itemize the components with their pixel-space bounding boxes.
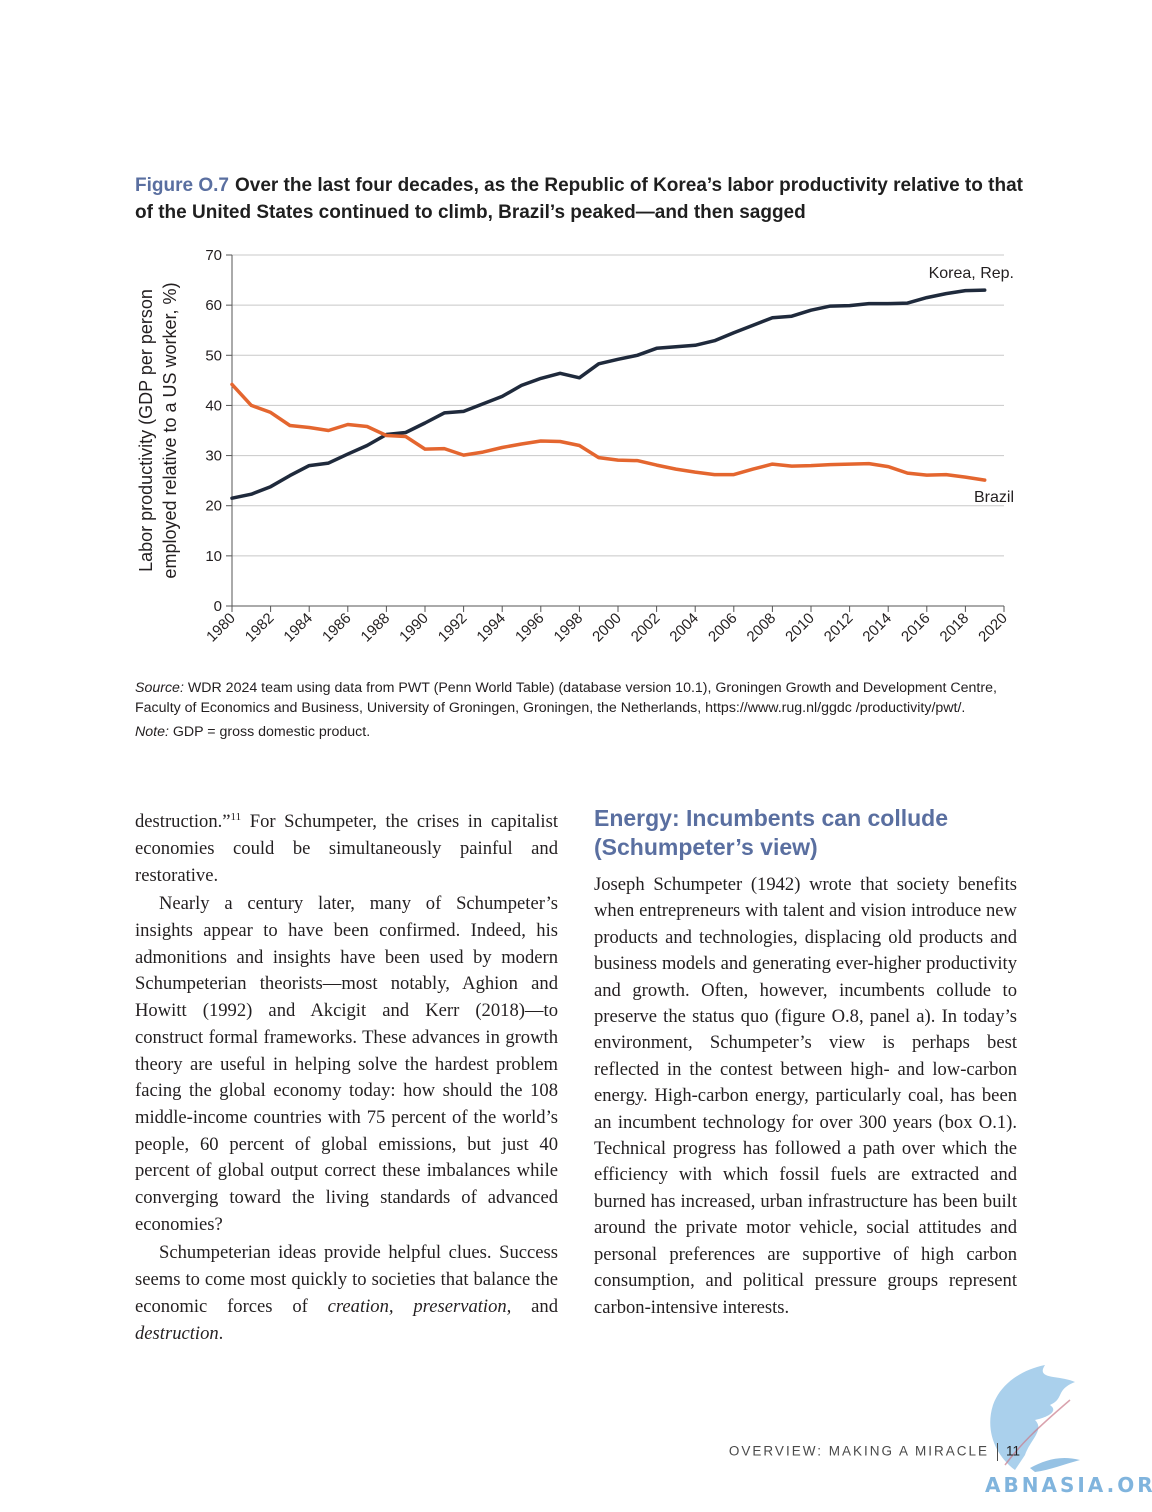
x-tick-label: 2016	[898, 610, 934, 646]
paragraph: Joseph Schumpeter (1942) wrote that soci…	[594, 872, 1017, 1321]
x-tick-label: 2008	[744, 610, 780, 646]
x-tick-labels: 1980 1982 1984 1986 1988 1990 1992 1994 1996 1998…	[203, 610, 1011, 646]
note-text: GDP = gross domestic product.	[169, 724, 370, 740]
chart-series	[232, 290, 985, 498]
x-tick-label: 2006	[705, 610, 741, 646]
footer-divider	[997, 1443, 998, 1461]
series-label: Brazil	[974, 489, 1014, 506]
y-tick-labels: 0 10 20 30 40 50 60 70	[205, 247, 222, 615]
x-tick-label: 1984	[280, 610, 316, 646]
x-tick-label: 2018	[937, 610, 973, 646]
figure-caption: Figure O.7 Over the last four decades, as…	[135, 172, 1025, 226]
y-axis-label-line1: Labor productivity (GDP per person	[136, 289, 156, 572]
emphasis-text: creation,	[328, 1296, 394, 1317]
x-tick-label: 2010	[782, 610, 818, 646]
paragraph: destruction.”11 For Schumpeter, the cris…	[135, 804, 558, 889]
figure-label: Figure O.7	[135, 175, 229, 196]
watermark-text: ABNASIA.ORG	[985, 1473, 1152, 1497]
paragraph-text: destruction.”	[135, 811, 231, 832]
y-axis-label-line2: employed relative to a US worker, %)	[160, 282, 180, 578]
note-label: Note:	[135, 724, 169, 740]
x-tick-label: 1988	[358, 610, 394, 646]
x-tick-label: 2000	[589, 610, 625, 646]
series-line-brazil	[232, 384, 985, 480]
chart-gridlines	[232, 255, 1004, 556]
emphasis-text: preservation,	[413, 1296, 511, 1317]
y-tick-label: 60	[205, 297, 222, 314]
y-tick-label: 0	[214, 598, 222, 615]
x-tick-label: 1990	[396, 610, 432, 646]
x-tick-label: 2014	[859, 610, 895, 646]
page-number: 11	[1006, 1444, 1020, 1459]
running-title: OVERVIEW: MAKING A MIRACLE	[729, 1444, 989, 1459]
section-heading: Energy: Incumbents can collude (Schumpet…	[594, 804, 1017, 862]
x-tick-label: 2012	[821, 610, 857, 646]
x-tick-label: 1986	[319, 610, 355, 646]
figure-title: Over the last four decades, as the Repub…	[135, 175, 1023, 223]
left-column: destruction.”11 For Schumpeter, the cris…	[135, 804, 558, 1349]
x-tick-label: 1982	[242, 610, 278, 646]
x-tick-label: 2020	[975, 610, 1011, 646]
y-tick-label: 30	[205, 448, 222, 465]
paragraph-text: and	[511, 1296, 558, 1317]
footnote-ref[interactable]: 11	[231, 811, 242, 823]
x-tick-label: 1992	[435, 610, 471, 646]
source-text: WDR 2024 team using data from PWT (Penn …	[135, 680, 997, 716]
series-label: Korea, Rep.	[929, 265, 1014, 282]
x-tick-label: 1980	[203, 610, 239, 646]
x-tick-label: 1998	[551, 610, 587, 646]
y-tick-label: 50	[205, 347, 222, 364]
figure-source: Source: WDR 2024 team using data from PW…	[135, 678, 1020, 742]
paragraph: Nearly a century later, many of Schumpet…	[135, 891, 558, 1238]
series-labels: Korea, Rep. Brazil	[929, 265, 1014, 506]
paragraph-text: .	[219, 1323, 224, 1344]
x-tick-label: 2002	[628, 610, 664, 646]
chart-axes	[226, 255, 1004, 612]
x-tick-label: 2004	[666, 610, 702, 646]
y-tick-label: 40	[205, 397, 222, 414]
paragraph-text	[394, 1296, 414, 1317]
emphasis-text: destruction	[135, 1323, 219, 1344]
line-chart: 0 10 20 30 40 50 60 70 1980 1982 1984 1986 1988 1990…	[128, 240, 1028, 668]
y-tick-label: 10	[205, 548, 222, 565]
y-tick-label: 70	[205, 247, 222, 264]
y-tick-label: 20	[205, 498, 222, 515]
x-tick-label: 1996	[512, 610, 548, 646]
right-column: Energy: Incumbents can collude (Schumpet…	[594, 804, 1017, 1321]
paragraph: Schumpeterian ideas provide helpful clue…	[135, 1240, 558, 1347]
x-tick-label: 1994	[473, 610, 509, 646]
source-label: Source:	[135, 680, 184, 696]
series-line-korea-rep	[232, 290, 985, 498]
page-footer: OVERVIEW: MAKING A MIRACLE 11	[700, 1443, 1020, 1461]
